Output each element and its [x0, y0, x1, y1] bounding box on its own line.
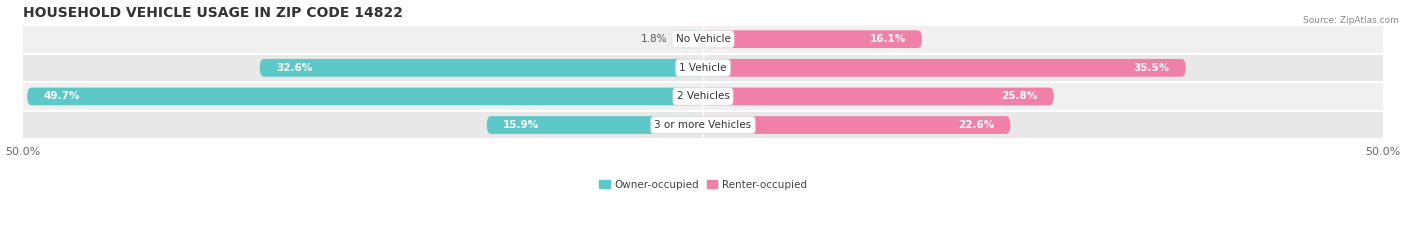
Bar [22, 111, 1384, 139]
Bar [22, 82, 1384, 111]
Text: Source: ZipAtlas.com: Source: ZipAtlas.com [1303, 16, 1399, 25]
Text: 2 Vehicles: 2 Vehicles [676, 91, 730, 101]
Text: No Vehicle: No Vehicle [675, 34, 731, 44]
FancyBboxPatch shape [486, 116, 703, 134]
Text: 22.6%: 22.6% [957, 120, 994, 130]
Text: 16.1%: 16.1% [869, 34, 905, 44]
Text: 49.7%: 49.7% [44, 91, 80, 101]
Text: 25.8%: 25.8% [1001, 91, 1038, 101]
Text: 1 Vehicle: 1 Vehicle [679, 63, 727, 73]
Text: 15.9%: 15.9% [503, 120, 540, 130]
FancyBboxPatch shape [703, 59, 1185, 77]
FancyBboxPatch shape [703, 30, 922, 48]
FancyBboxPatch shape [703, 116, 1011, 134]
FancyBboxPatch shape [703, 88, 1053, 105]
Bar [22, 25, 1384, 54]
Text: 3 or more Vehicles: 3 or more Vehicles [654, 120, 752, 130]
FancyBboxPatch shape [679, 30, 703, 48]
FancyBboxPatch shape [27, 88, 703, 105]
Text: HOUSEHOLD VEHICLE USAGE IN ZIP CODE 14822: HOUSEHOLD VEHICLE USAGE IN ZIP CODE 1482… [22, 6, 404, 20]
Text: 1.8%: 1.8% [641, 34, 668, 44]
Text: 32.6%: 32.6% [276, 63, 312, 73]
Legend: Owner-occupied, Renter-occupied: Owner-occupied, Renter-occupied [595, 175, 811, 194]
Bar [22, 54, 1384, 82]
FancyBboxPatch shape [260, 59, 703, 77]
Text: 35.5%: 35.5% [1133, 63, 1170, 73]
